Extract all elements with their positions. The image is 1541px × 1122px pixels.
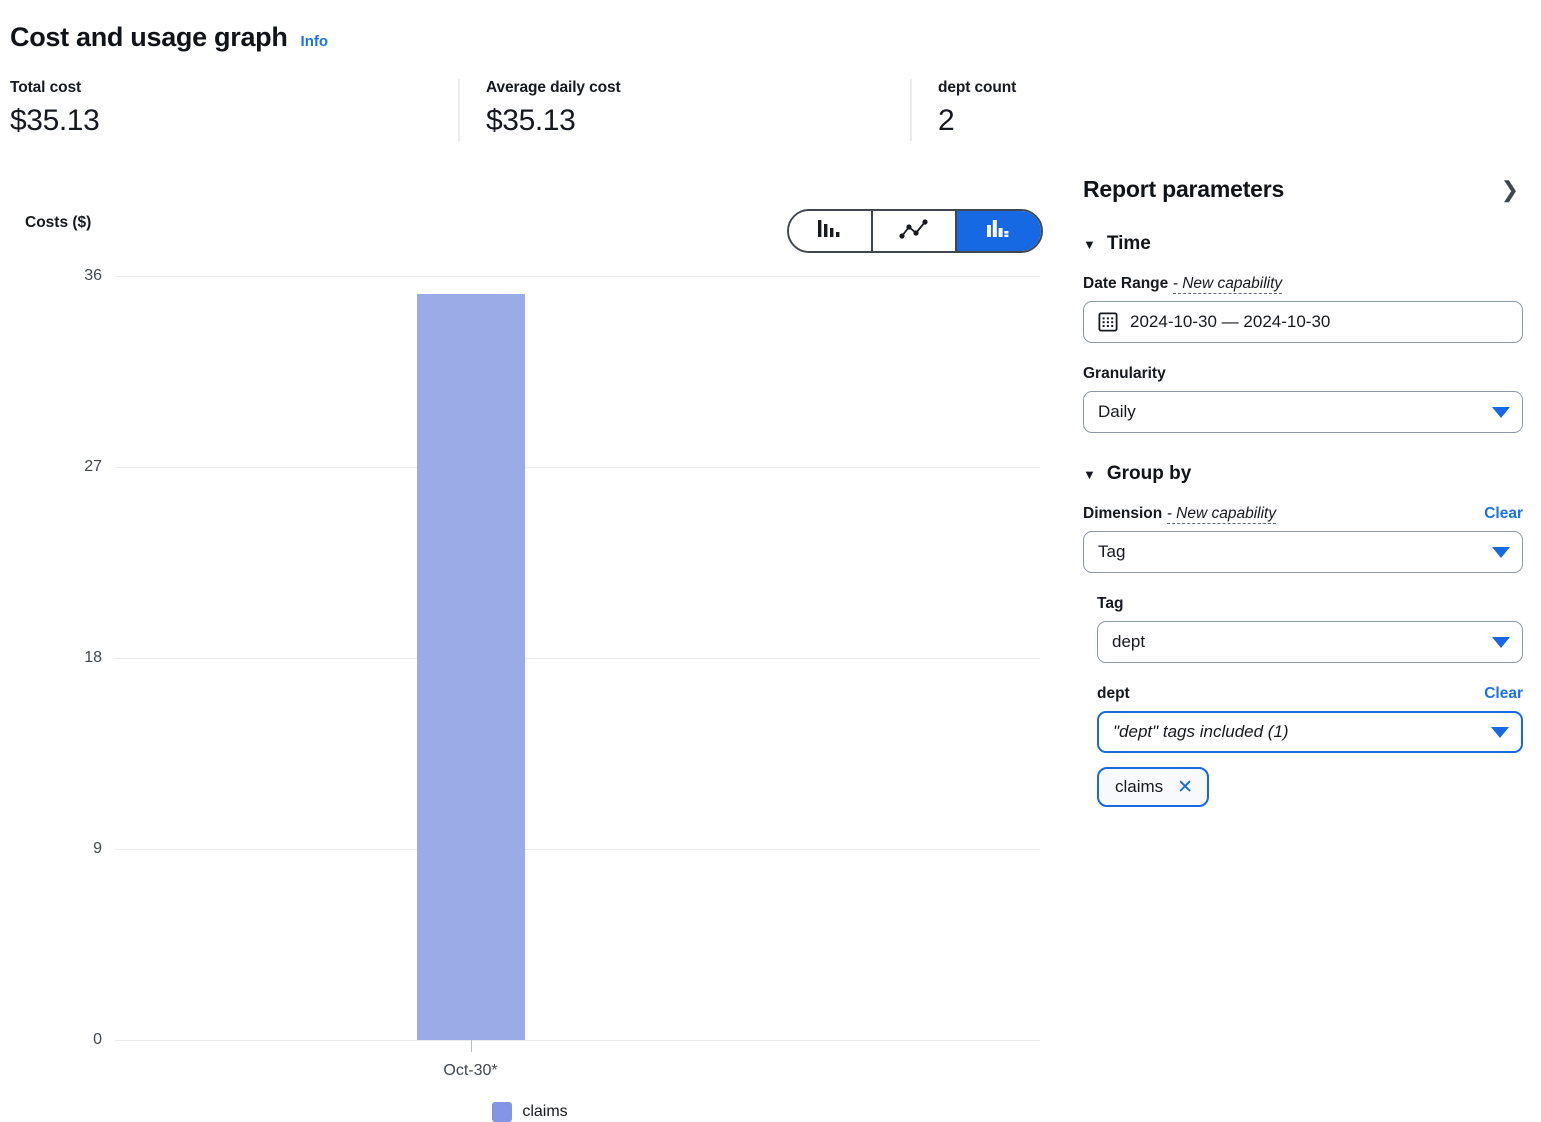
date-range-field: Date Range - New capability (1083, 275, 1523, 343)
dimension-field: Dimension - New capability Clear Tag (1083, 505, 1523, 573)
caret-down-icon: ▼ (1083, 466, 1096, 482)
chart-type-toggle[interactable] (787, 209, 1043, 253)
chevron-down-icon (1492, 406, 1510, 418)
bar-chart-icon (817, 218, 843, 245)
section-group-by-label: Group by (1106, 463, 1192, 484)
metric-label: dept count (938, 79, 1017, 96)
y-axis-tick-label: 18 (84, 649, 102, 666)
x-axis-tick-label: Oct-30* (443, 1062, 498, 1079)
gridline: 9 (93, 840, 1040, 857)
y-axis-tick-label: 0 (93, 1031, 102, 1048)
y-axis-title: Costs ($) (25, 214, 92, 231)
date-range-label-row: Date Range - New capability (1083, 275, 1523, 294)
page-header: Cost and usage graph Info (0, 0, 1541, 53)
dimension-label: Dimension - New capability (1083, 505, 1277, 524)
chart-bar[interactable] (416, 294, 525, 1040)
dept-multiselect[interactable]: "dept" tags included (1) (1097, 711, 1523, 753)
panel-header: Report parameters ❯ (1083, 176, 1523, 203)
metric-label: Average daily cost (486, 79, 621, 96)
granularity-select[interactable]: Daily (1083, 391, 1523, 433)
tag-select[interactable]: dept (1097, 621, 1523, 663)
date-range-input[interactable]: 2024-10-30 — 2024-10-30 (1083, 301, 1523, 343)
y-axis-tick-label: 36 (84, 267, 102, 284)
legend-swatch (492, 1102, 513, 1122)
metric-value: $35.13 (486, 104, 576, 137)
granularity-value: Daily (1098, 402, 1136, 421)
metric-label: Total cost (10, 79, 82, 96)
date-range-label: Date Range - New capability (1083, 275, 1283, 294)
gridline: 27 (84, 458, 1040, 475)
y-axis-tick-label: 9 (93, 840, 102, 857)
metric-dept-count: dept count 2 (910, 79, 1130, 141)
dept-value: "dept" tags included (1) (1113, 722, 1289, 741)
line-chart-toggle-button[interactable] (873, 211, 957, 251)
section-time-label: Time (1106, 233, 1151, 254)
chevron-down-icon (1491, 726, 1509, 738)
section-time[interactable]: ▼ Time (1083, 233, 1523, 255)
metric-average-daily-cost: Average daily cost $35.13 (458, 79, 910, 141)
token-label: claims (1115, 777, 1164, 796)
dimension-label-row: Dimension - New capability Clear (1083, 505, 1523, 524)
metric-value: 2 (938, 104, 955, 137)
dimension-select[interactable]: Tag (1083, 531, 1523, 573)
new-capability-badge[interactable]: - New capability (1166, 505, 1277, 524)
page-title: Cost and usage graph (10, 22, 288, 52)
bar-chart-toggle-button[interactable] (789, 211, 873, 251)
stacked-bar-chart-icon (986, 218, 1012, 245)
chart-legend: claims (0, 1102, 1060, 1122)
cost-usage-chart: Costs ($) (0, 172, 1060, 1122)
new-capability-badge[interactable]: - New capability (1172, 275, 1283, 294)
report-parameters-panel: Report parameters ❯ ▼ Time Date Range - … (1083, 176, 1523, 807)
section-group-by[interactable]: ▼ Group by (1083, 463, 1523, 485)
legend-label: claims (522, 1103, 568, 1120)
stacked-bar-chart-toggle-button[interactable] (957, 211, 1041, 251)
tag-value: dept (1112, 632, 1146, 651)
chart-plot-area: 0 9 18 27 36 Oct-30* (84, 267, 1040, 1079)
tag-label: Tag (1097, 595, 1124, 612)
calendar-icon (1098, 312, 1118, 332)
dept-token-claims: claims ✕ (1097, 767, 1210, 807)
metrics-summary: Total cost $35.13 Average daily cost $35… (0, 79, 1541, 141)
dept-label-row: dept Clear (1097, 685, 1523, 703)
line-chart-icon (899, 218, 929, 245)
metric-value: $35.13 (10, 104, 100, 137)
granularity-field: Granularity Daily (1083, 365, 1523, 433)
chevron-down-icon (1492, 546, 1510, 558)
dept-field: dept Clear "dept" tags included (1) (1097, 685, 1523, 753)
granularity-label: Granularity (1083, 365, 1166, 382)
dimension-value: Tag (1098, 542, 1126, 561)
dept-token-list: claims ✕ (1097, 767, 1523, 807)
x-axis-tick-mark (470, 1040, 472, 1052)
info-link[interactable]: Info (300, 33, 329, 50)
gridline: 0 (93, 1031, 1040, 1048)
date-range-value: 2024-10-30 — 2024-10-30 (1130, 312, 1331, 331)
y-axis-tick-label: 27 (84, 458, 102, 475)
caret-down-icon: ▼ (1083, 236, 1096, 252)
chevron-down-icon (1492, 636, 1510, 648)
metric-total-cost: Total cost $35.13 (10, 79, 458, 141)
tag-label-row: Tag (1097, 595, 1523, 613)
dimension-clear-link[interactable]: Clear (1484, 505, 1523, 522)
gridline: 36 (84, 267, 1040, 284)
dept-label: dept (1097, 685, 1130, 702)
close-icon[interactable]: ✕ (1177, 776, 1194, 798)
chevron-right-icon[interactable]: ❯ (1500, 176, 1519, 202)
tag-field: Tag dept (1097, 595, 1523, 663)
gridline: 18 (84, 649, 1040, 666)
panel-title: Report parameters (1083, 176, 1285, 202)
granularity-label-row: Granularity (1083, 365, 1523, 383)
dept-clear-link[interactable]: Clear (1484, 685, 1523, 702)
